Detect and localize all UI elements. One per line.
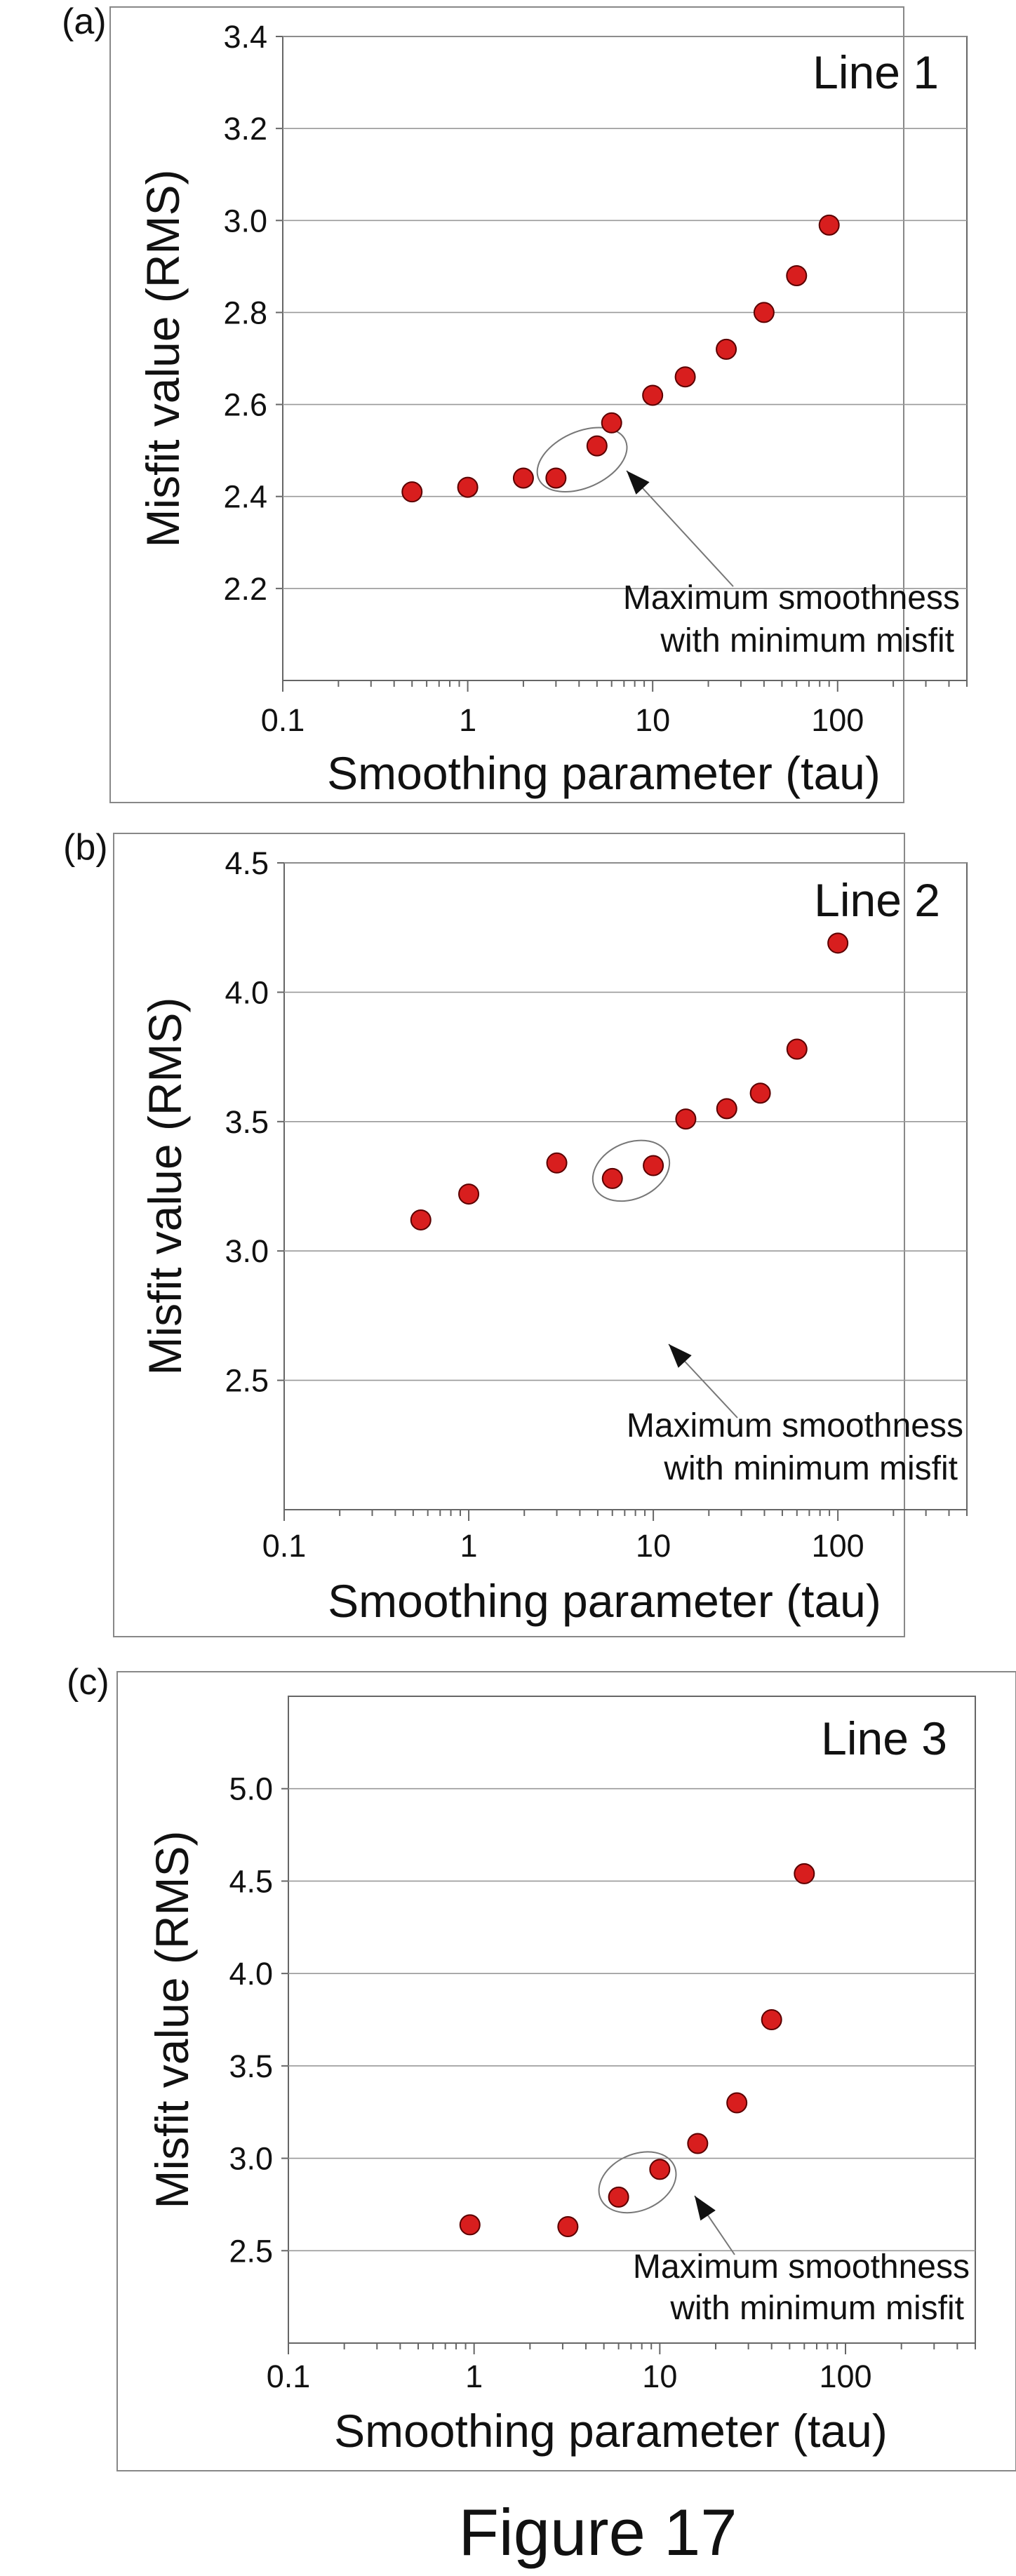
- x-axis-label: Smoothing parameter (tau): [334, 2405, 888, 2457]
- data-point: [642, 384, 664, 406]
- y-tick-label: 3.5: [229, 2048, 273, 2084]
- data-point: [786, 264, 808, 286]
- data-point: [753, 302, 775, 323]
- x-axis-label: Smoothing parameter (tau): [328, 1575, 881, 1627]
- panel-frame: [116, 1671, 1016, 2471]
- data-point: [459, 2214, 481, 2236]
- panel-label: (c): [67, 1662, 109, 1703]
- y-tick-label: 2.5: [225, 1363, 269, 1399]
- x-tick-label: 0.1: [262, 1528, 307, 1564]
- chart-title: Line 3: [821, 1712, 947, 1764]
- y-tick-label: 2.4: [223, 479, 267, 515]
- y-tick-label: 5.0: [229, 1771, 273, 1807]
- y-tick-label: 2.5: [229, 2233, 273, 2269]
- x-tick-label: 100: [812, 1528, 864, 1564]
- data-point: [749, 1082, 771, 1104]
- y-tick-label: 3.0: [229, 2141, 273, 2177]
- y-tick-label: 2.2: [223, 571, 267, 607]
- highlight-ellipse: [536, 427, 628, 493]
- data-point: [674, 366, 696, 388]
- annotation-line-2: with minimum misfit: [669, 2290, 964, 2327]
- data-point: [410, 1209, 432, 1230]
- data-point: [608, 2186, 629, 2208]
- data-point: [643, 1155, 664, 1176]
- annotation-line-2: with minimum misfit: [663, 1450, 958, 1487]
- chart-panels: (a) 2.2 2.4 2.6 2.8 3.0 3.2 3.4 0.1 1 10 100 Smoothi…: [62, 1, 1016, 2471]
- annotation-line-2: with minimum misfit: [660, 622, 954, 659]
- annotation-line-1: Maximum smoothness: [627, 1407, 963, 1444]
- y-tick-label: 3.5: [225, 1104, 269, 1140]
- x-tick-label: 1: [465, 2359, 483, 2394]
- highlight-ellipse: [591, 1139, 671, 1202]
- y-tick-label: 4.0: [225, 974, 269, 1010]
- panel-label: (b): [63, 827, 108, 868]
- data-point: [827, 932, 849, 954]
- data-point: [794, 1863, 815, 1884]
- x-tick-label: 10: [636, 1528, 671, 1564]
- annotation-arrow-head: [695, 2196, 716, 2221]
- plot-area: [288, 1696, 976, 2344]
- data-point: [649, 2159, 671, 2180]
- chart-panel-3: (c) 2.5 3.0 3.5 4.0 4.5 5.0 0.1 1 10 100 Smoothing …: [67, 1662, 1016, 2471]
- annotation-arrow-head: [669, 1344, 692, 1368]
- data-point: [786, 1038, 808, 1060]
- annotation-arrow-line: [626, 470, 734, 587]
- data-point: [512, 467, 534, 489]
- chart-panel-1: (a) 2.2 2.4 2.6 2.8 3.0 3.2 3.4 0.1 1 10 100 Smoothi…: [62, 1, 968, 803]
- figure-caption: Figure 17: [458, 2495, 737, 2569]
- data-point: [601, 1167, 623, 1189]
- x-tick-label: 10: [635, 702, 670, 738]
- y-axis-label: Misfit value (RMS): [146, 1830, 198, 2208]
- chart-title: Line 1: [813, 46, 939, 98]
- y-tick-label: 2.6: [223, 387, 267, 423]
- chart-panel-2: (b) 2.5 3.0 3.5 4.0 4.5 0.1 1 10 100 Smoothing par…: [63, 827, 968, 1637]
- data-point: [545, 467, 567, 489]
- data-point: [687, 2133, 709, 2154]
- y-tick-label: 2.8: [223, 295, 267, 330]
- y-tick-label: 3.0: [225, 1233, 269, 1269]
- highlight-ellipse: [598, 2151, 677, 2214]
- x-tick-label: 100: [819, 2359, 871, 2394]
- data-point: [818, 214, 840, 236]
- panel-label: (a): [62, 1, 107, 42]
- data-point: [675, 1108, 697, 1130]
- y-tick-label: 4.0: [229, 1956, 273, 1992]
- chart-title: Line 2: [814, 874, 940, 926]
- y-tick-label: 4.5: [229, 1863, 273, 1899]
- data-point: [726, 2092, 748, 2114]
- x-axis-label: Smoothing parameter (tau): [327, 747, 881, 799]
- y-axis-label: Misfit value (RMS): [137, 169, 189, 547]
- annotation-arrow-head: [627, 471, 650, 495]
- y-tick-label: 4.5: [225, 845, 269, 881]
- annotation-line-1: Maximum smoothness: [623, 579, 960, 617]
- y-tick-label: 3.0: [223, 203, 267, 239]
- data-point: [457, 476, 479, 498]
- data-point: [586, 435, 608, 457]
- x-tick-label: 100: [811, 702, 864, 738]
- panel-frame: [113, 833, 905, 1637]
- x-tick-label: 1: [459, 702, 476, 738]
- data-point: [557, 2216, 579, 2238]
- y-tick-label: 3.2: [223, 111, 267, 147]
- annotation-line-1: Maximum smoothness: [633, 2248, 970, 2286]
- y-tick-label: 3.4: [223, 19, 267, 55]
- x-tick-label: 1: [460, 1528, 478, 1564]
- data-point: [601, 412, 622, 434]
- data-point: [716, 338, 737, 360]
- y-axis-label: Misfit value (RMS): [139, 997, 191, 1375]
- data-point: [401, 481, 423, 503]
- data-point: [716, 1098, 737, 1120]
- data-point: [761, 2009, 782, 2030]
- x-tick-label: 0.1: [267, 2359, 311, 2394]
- x-tick-label: 0.1: [261, 702, 305, 738]
- x-tick-label: 10: [642, 2359, 677, 2394]
- data-point: [458, 1183, 480, 1205]
- data-point: [546, 1152, 568, 1174]
